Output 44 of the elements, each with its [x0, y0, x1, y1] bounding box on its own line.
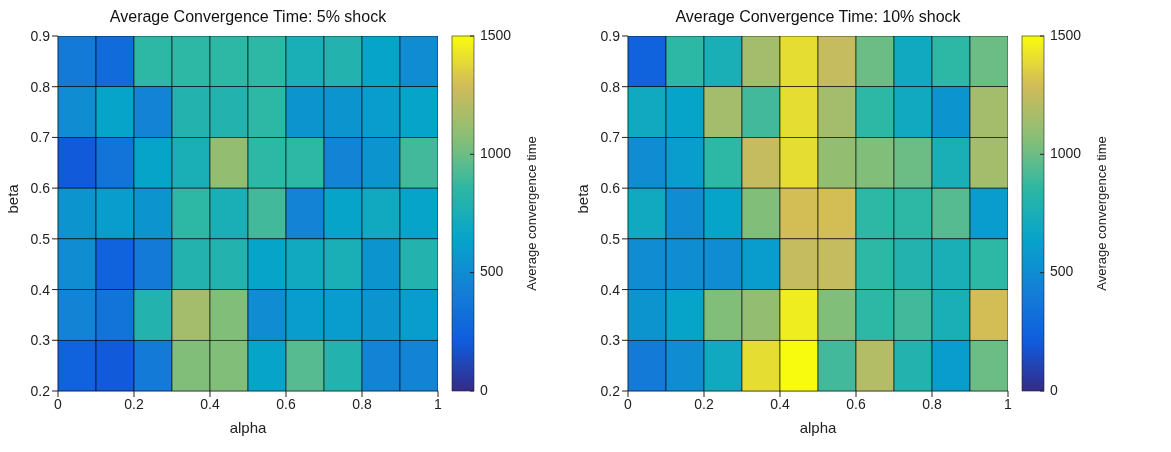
x-tick-label: 0: [54, 395, 63, 412]
y-tick-label: 0.9: [30, 27, 51, 44]
x-axis-title: alpha: [799, 419, 838, 436]
y-tick-label: 0.5: [30, 230, 51, 247]
y-tick-label: 0.8: [600, 78, 621, 95]
x-axis-title: alpha: [229, 419, 268, 436]
y-tick-label: 0.3: [30, 332, 51, 349]
x-tick-label: 0.6: [276, 395, 296, 412]
color-bar-label: 1500: [480, 26, 512, 43]
color-bar-label: 1000: [1050, 145, 1082, 162]
x-tick-label: 0.2: [694, 395, 714, 412]
y-tick-label: 0.2: [600, 382, 621, 399]
x-tick-label: 0.8: [922, 395, 942, 412]
color-bar-label: 0: [480, 381, 488, 398]
chart-title: Average Convergence Time: 10% shock: [674, 8, 962, 27]
y-axis-title: beta: [574, 183, 592, 214]
color-bar-label: 500: [480, 263, 504, 280]
y-tick-label: 0.9: [600, 27, 621, 44]
y-tick-label: 0.4: [600, 281, 621, 298]
y-tick-label: 0.6: [600, 180, 621, 197]
chart-title: Average Convergence Time: 5% shock: [108, 8, 388, 27]
y-tick-label: 0.4: [30, 281, 51, 298]
color-bar-label: 0: [1050, 381, 1058, 398]
color-bar-title: Average convergence time: [524, 136, 539, 291]
x-tick-label: 0.8: [352, 395, 372, 412]
color-bar-label: 1500: [1050, 26, 1082, 43]
color-bar-title: Average convergence time: [1094, 136, 1109, 291]
x-tick-label: 0.2: [124, 395, 144, 412]
x-tick-label: 0.4: [770, 395, 790, 412]
y-tick-label: 0.6: [30, 180, 51, 197]
y-tick-label: 0.8: [30, 78, 51, 95]
y-axis-title: beta: [4, 183, 22, 214]
x-tick-label: 0.6: [846, 395, 866, 412]
y-tick-label: 0.7: [600, 129, 621, 146]
x-tick-label: 0: [624, 395, 633, 412]
x-tick-label: 1: [1004, 395, 1013, 412]
y-tick-label: 0.5: [600, 230, 621, 247]
color-bar-label: 1000: [480, 145, 512, 162]
x-tick-label: 1: [434, 395, 443, 412]
color-bar-label: 500: [1050, 263, 1074, 280]
y-tick-label: 0.7: [30, 129, 51, 146]
y-tick-label: 0.2: [30, 382, 51, 399]
y-tick-label: 0.3: [600, 332, 621, 349]
x-tick-label: 0.4: [200, 395, 220, 412]
